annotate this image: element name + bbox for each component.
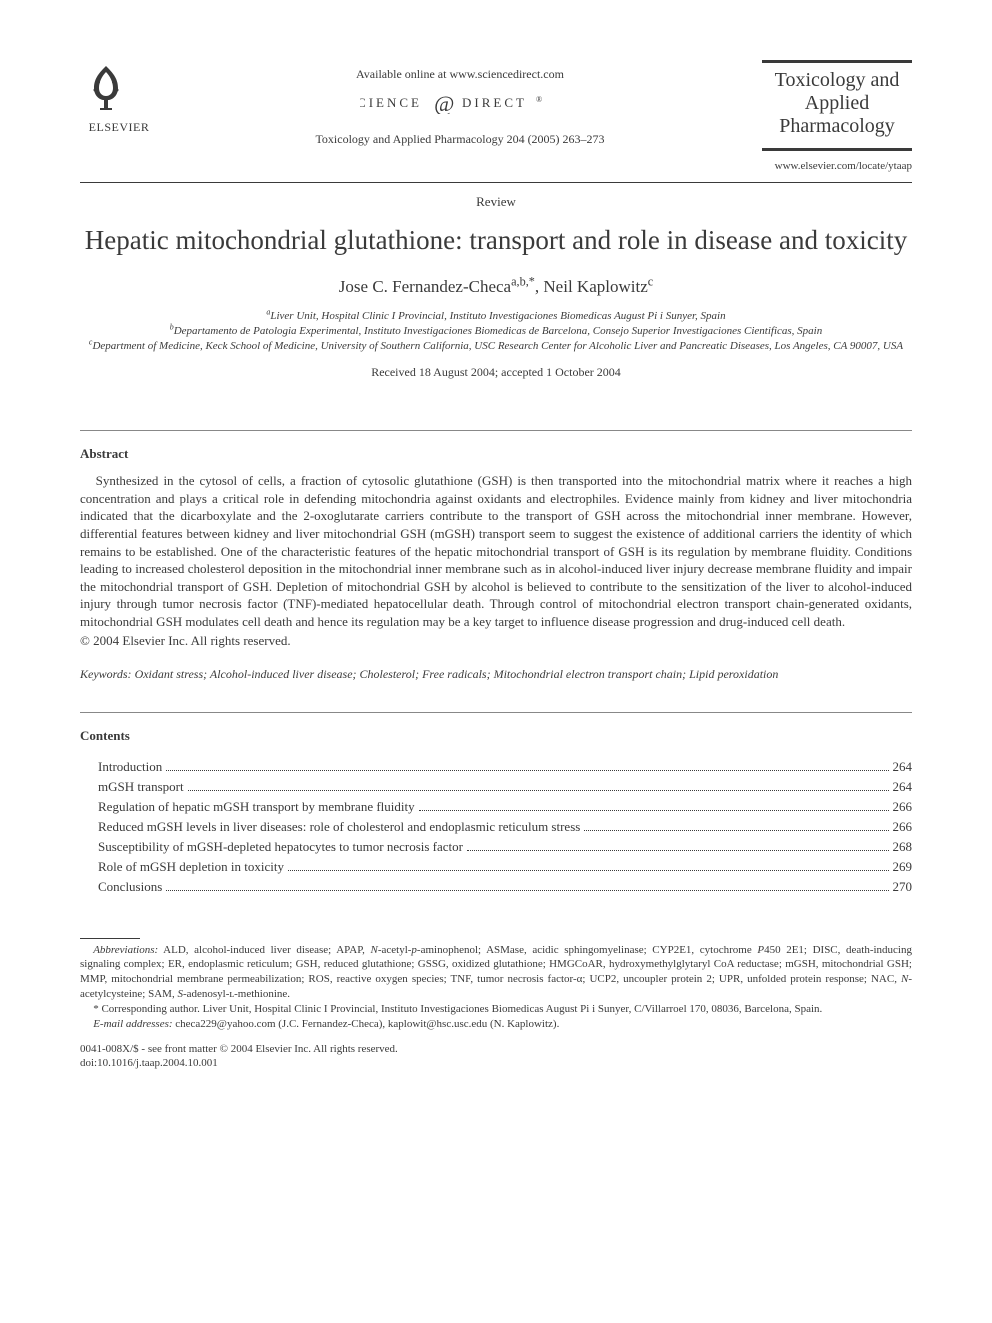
sd-text-right: DIRECT [462, 95, 527, 110]
toc-row: Reduced mGSH levels in liver diseases: r… [98, 817, 912, 837]
toc-page: 266 [893, 797, 913, 817]
abstract-body: Synthesized in the cytosol of cells, a f… [80, 472, 912, 630]
toc-label: Reduced mGSH levels in liver diseases: r… [98, 817, 580, 837]
sd-at-glyph: @ [434, 92, 454, 114]
toc-leader-dots [166, 770, 888, 771]
header-rule [80, 182, 912, 183]
abstract-heading: Abstract [80, 445, 912, 463]
keywords-rule [80, 712, 912, 713]
toc-page: 266 [893, 817, 913, 837]
abstract-text: Synthesized in the cytosol of cells, a f… [80, 472, 912, 630]
footnote-rule [80, 938, 140, 939]
affiliation-c: cDepartment of Medicine, Keck School of … [80, 339, 912, 354]
toc-leader-dots [584, 830, 888, 831]
toc-page: 264 [893, 757, 913, 777]
elsevier-logo: ELSEVIER [80, 60, 158, 135]
toc-page: 269 [893, 857, 913, 877]
article-title: Hepatic mitochondrial glutathione: trans… [80, 224, 912, 258]
sd-reg-mark: ® [536, 95, 542, 104]
toc-page: 268 [893, 837, 913, 857]
toc-page: 270 [893, 877, 913, 897]
abbreviations-footnote: Abbreviations: ALD, alcohol-induced live… [80, 943, 912, 1002]
toc-leader-dots [188, 790, 889, 791]
email-footnote: E-mail addresses: checa229@yahoo.com (J.… [80, 1017, 912, 1032]
keywords-line: Keywords: Oxidant stress; Alcohol-induce… [80, 666, 912, 682]
header-center: Available online at www.sciencedirect.co… [158, 60, 762, 147]
toc-leader-dots [467, 850, 889, 851]
journal-name: Toxicology and Applied Pharmacology [766, 69, 908, 138]
article-dates: Received 18 August 2004; accepted 1 Octo… [80, 364, 912, 380]
toc-label: Introduction [98, 757, 162, 777]
elsevier-label: ELSEVIER [80, 119, 158, 135]
journal-name-block: Toxicology and Applied Pharmacology [762, 60, 912, 151]
toc-leader-dots [288, 870, 889, 871]
keywords-label: Keywords: [80, 667, 132, 681]
sd-text-left: SCIENCE [360, 95, 422, 110]
available-online-text: Available online at www.sciencedirect.co… [158, 66, 762, 82]
toc-row: Regulation of hepatic mGSH transport by … [98, 797, 912, 817]
footer-doi: doi:10.1016/j.taap.2004.10.001 [80, 1056, 912, 1071]
contents-heading: Contents [80, 727, 912, 745]
toc-row: Susceptibility of mGSH-depleted hepatocy… [98, 837, 912, 857]
toc-label: mGSH transport [98, 777, 184, 797]
journal-block-wrapper: Toxicology and Applied Pharmacology www.… [762, 60, 912, 174]
authors-line: Jose C. Fernandez-Checaa,b,*, Neil Kaplo… [80, 276, 912, 299]
article-type: Review [80, 193, 912, 211]
toc-label: Conclusions [98, 877, 162, 897]
elsevier-tree-icon [80, 60, 132, 112]
toc-label: Role of mGSH depletion in toxicity [98, 857, 284, 877]
page-footer: 0041-008X/$ - see front matter © 2004 El… [80, 1042, 912, 1072]
toc-leader-dots [419, 810, 889, 811]
sciencedirect-logo: SCIENCE @ DIRECT ® [360, 92, 560, 114]
affiliation-a: aLiver Unit, Hospital Clinic I Provincia… [80, 309, 912, 324]
affiliation-b: bDepartamento de Patologia Experimental,… [80, 324, 912, 339]
toc-row: mGSH transport 264 [98, 777, 912, 797]
toc-row: Introduction 264 [98, 757, 912, 777]
citation-line: Toxicology and Applied Pharmacology 204 … [158, 131, 762, 147]
keywords-list: Oxidant stress; Alcohol-induced liver di… [135, 667, 779, 681]
journal-url: www.elsevier.com/locate/ytaap [762, 159, 912, 174]
toc-label: Regulation of hepatic mGSH transport by … [98, 797, 415, 817]
affiliations: aLiver Unit, Hospital Clinic I Provincia… [80, 309, 912, 354]
toc-page: 264 [893, 777, 913, 797]
table-of-contents: Introduction 264 mGSH transport 264 Regulati… [98, 757, 912, 898]
toc-row: Conclusions 270 [98, 877, 912, 897]
corresponding-author-footnote: * Corresponding author. Liver Unit, Hosp… [80, 1002, 912, 1017]
toc-label: Susceptibility of mGSH-depleted hepatocy… [98, 837, 463, 857]
footer-line1: 0041-008X/$ - see front matter © 2004 El… [80, 1042, 912, 1057]
toc-leader-dots [166, 890, 888, 891]
abstract-copyright: © 2004 Elsevier Inc. All rights reserved… [80, 632, 912, 650]
toc-row: Role of mGSH depletion in toxicity 269 [98, 857, 912, 877]
abstract-top-rule [80, 430, 912, 431]
footnotes-block: Abbreviations: ALD, alcohol-induced live… [80, 938, 912, 1032]
page-header: ELSEVIER Available online at www.science… [80, 60, 912, 174]
